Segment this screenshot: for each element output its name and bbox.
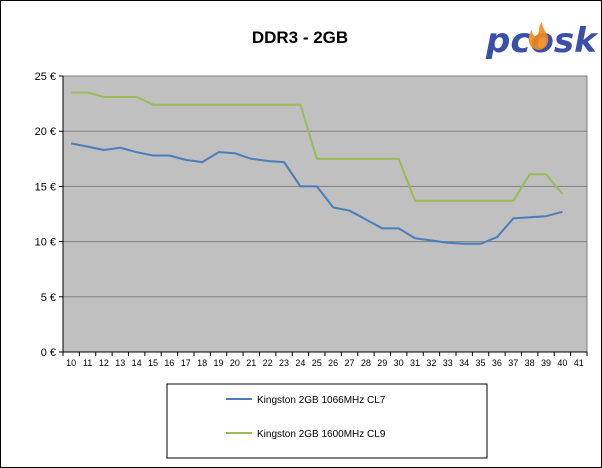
x-tick-label: 20 (230, 358, 240, 368)
legend-entries: Kingston 2GB 1066MHz CL7 Kingston 2GB 160… (226, 395, 386, 440)
x-tick-label: 14 (132, 358, 142, 368)
legend (166, 383, 488, 459)
x-tick-label: 37 (508, 358, 518, 368)
y-tick-label: 20 € (35, 126, 56, 138)
x-tick-label: 29 (377, 358, 387, 368)
x-tick-label: 27 (345, 358, 355, 368)
plot-area (62, 75, 588, 353)
x-tick-label: 23 (279, 358, 289, 368)
x-tick-label: 22 (263, 358, 273, 368)
x-tick-label: 24 (295, 358, 305, 368)
series-line (71, 91, 564, 202)
x-tick-label: 31 (410, 358, 420, 368)
logo: pcosk (485, 21, 599, 61)
x-tick-label: 26 (328, 358, 338, 368)
x-tick-label: 35 (476, 358, 486, 368)
y-tick-label: 25 € (35, 71, 56, 83)
y-tick-label: 0 € (41, 347, 56, 359)
x-tick-label: 30 (394, 358, 404, 368)
gridlines (63, 75, 587, 298)
legend-label: Kingston 2GB 1066MHz CL7 (257, 395, 386, 406)
x-tick-label: 41 (574, 358, 584, 368)
x-tick-label: 32 (426, 358, 436, 368)
x-tick-label: 10 (66, 358, 76, 368)
x-tick-label: 33 (443, 358, 453, 368)
x-tick-label: 28 (361, 358, 371, 368)
x-tick-label: 19 (214, 358, 224, 368)
x-tick-label: 11 (83, 358, 92, 368)
x-axis: 10 11 12 13 14 15 16 17 18 19 20 21 22 23 24 25 26 27 28 29… (62, 351, 588, 368)
x-tick-label: 17 (181, 358, 191, 368)
x-tick-label: 12 (99, 358, 109, 368)
chart-title: DDR3 - 2GB (252, 28, 348, 47)
y-tick-label: 10 € (35, 237, 56, 249)
x-tick-label: 18 (197, 358, 207, 368)
y-tick-label: 15 € (35, 181, 56, 193)
x-tick-label: 25 (312, 358, 322, 368)
y-axis: 0 € 5 € 10 € 15 € 20 € 25 € (35, 71, 64, 359)
x-tick-label: 13 (115, 358, 125, 368)
flame-icon (528, 22, 549, 50)
x-tick-label: 16 (164, 358, 174, 368)
x-tick-label: 34 (459, 358, 469, 368)
x-tick-label: 21 (246, 358, 256, 368)
x-tick-label: 40 (557, 358, 567, 368)
x-tick-label: 39 (541, 358, 551, 368)
y-tick-label: 5 € (41, 292, 56, 304)
x-tick-label: 15 (148, 358, 158, 368)
x-tick-label: 38 (525, 358, 535, 368)
series-lines (70, 91, 564, 245)
series-line (70, 142, 563, 245)
x-tick-label: 36 (492, 358, 502, 368)
legend-label: Kingston 2GB 1600MHz CL9 (257, 429, 386, 440)
